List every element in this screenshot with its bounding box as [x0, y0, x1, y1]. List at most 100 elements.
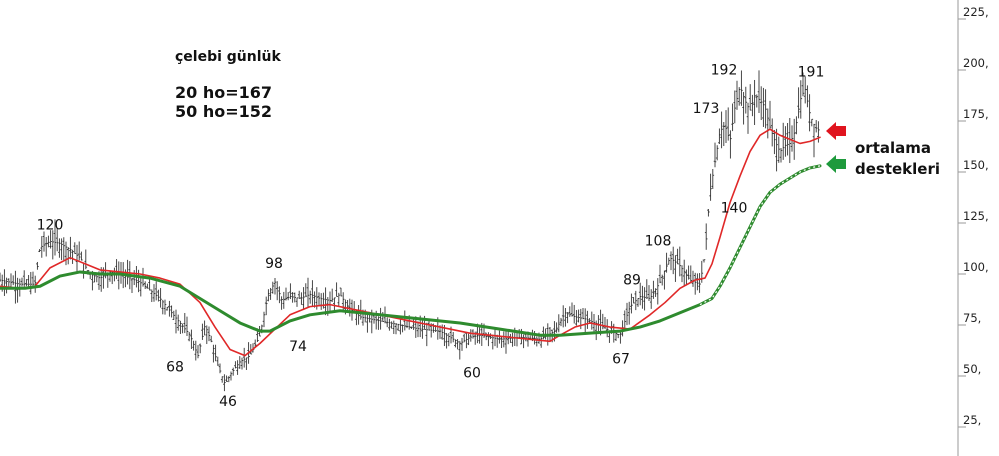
price-bar: [718, 128, 721, 145]
price-bar: [412, 318, 415, 330]
price-bar: [678, 246, 682, 277]
price-bar: [311, 280, 314, 307]
chart-title: çelebi günlük: [175, 49, 282, 65]
price-bar: [150, 289, 154, 303]
price-bar: [36, 261, 39, 270]
price-bar: [619, 330, 622, 344]
price-bar: [625, 302, 629, 326]
price-bar: [733, 90, 737, 124]
series-line-20-ho: [0, 128, 821, 357]
price-bar: [671, 246, 675, 275]
price-bar: [207, 326, 211, 342]
price-bar: [394, 323, 398, 335]
price-bar: [392, 320, 396, 334]
price-bar: [806, 85, 809, 108]
price-bar: [242, 347, 246, 368]
price-bar: [209, 335, 213, 343]
price-bar: [680, 265, 684, 283]
price-bar: [522, 334, 525, 349]
price-bar: [399, 318, 402, 335]
price-bar: [570, 302, 574, 317]
price-bar: [447, 333, 451, 347]
price-bar: [313, 291, 316, 308]
price-bar: [40, 236, 44, 258]
price-bar: [696, 273, 699, 291]
price-bar: [183, 312, 187, 334]
price-bar: [187, 331, 191, 342]
y-tick-label: 125,: [963, 209, 989, 223]
annotation-label: 46: [219, 394, 237, 410]
annotation-label: 68: [166, 359, 184, 375]
price-bar: [742, 92, 745, 125]
annotation-label: 89: [623, 272, 641, 288]
annotation-label: 108: [645, 234, 672, 250]
price-bar: [788, 117, 792, 164]
price-bar: [238, 356, 242, 369]
price-bar: [575, 310, 578, 326]
price-bar: [115, 259, 118, 280]
price-bar: [535, 336, 539, 347]
annotation-label: 120: [37, 217, 64, 233]
y-tick-label: 75,: [963, 311, 981, 325]
price-bar: [264, 296, 268, 316]
price-bar: [801, 72, 805, 97]
price-annotations: 120 68 46 98 74 60 67 89 108 140 173 192 191: [37, 62, 825, 410]
price-bar: [643, 287, 646, 311]
price-bar: [489, 333, 492, 340]
annotation-label: 67: [612, 351, 630, 367]
price-bar: [11, 275, 15, 286]
price-bar: [55, 228, 59, 252]
price-bar: [744, 86, 748, 114]
price-bar: [143, 281, 147, 290]
price-bar: [229, 371, 233, 381]
price-bar: [306, 277, 310, 308]
price-bar: [764, 89, 767, 129]
price-bar: [172, 310, 176, 320]
price-bar: [773, 130, 776, 155]
price-bar: [308, 290, 312, 304]
price-bar: [669, 251, 673, 271]
price-bar: [157, 289, 160, 302]
price-bar: [322, 292, 325, 309]
price-bar: [262, 311, 266, 328]
price-bar: [390, 321, 393, 329]
price-bar: [0, 272, 2, 282]
price-bar: [469, 329, 473, 342]
annotation-label: 173: [693, 101, 720, 117]
price-bar: [775, 128, 778, 172]
price-bar: [16, 277, 19, 303]
price-bar: [601, 313, 605, 330]
price-bar: [652, 280, 655, 299]
price-bar: [249, 344, 253, 355]
price-bar: [498, 330, 501, 344]
price-bar: [605, 319, 609, 338]
price-bar: [214, 344, 217, 362]
price-bar: [667, 257, 671, 265]
price-bar: [724, 110, 728, 143]
y-tick-label: 50,: [963, 362, 981, 376]
annotation-label: 98: [265, 256, 283, 272]
price-bar: [746, 102, 750, 134]
price-bar: [458, 340, 462, 360]
price-bar: [319, 293, 323, 310]
price-bar: [271, 281, 275, 294]
price-bar: [84, 249, 88, 270]
price-bar: [577, 309, 580, 323]
price-bar: [627, 301, 631, 325]
price-bar: [656, 278, 660, 305]
price-bar: [132, 270, 136, 286]
price-bar: [460, 337, 464, 351]
price-bar: [192, 340, 195, 351]
price-bar: [179, 320, 182, 334]
price-bar: [795, 116, 798, 135]
price-bar: [709, 173, 712, 201]
price-bar: [205, 325, 209, 345]
price-bar: [161, 299, 165, 315]
price-bar: [401, 324, 404, 333]
price-bar: [130, 277, 134, 294]
price-bar: [328, 291, 332, 313]
price-bar: [176, 314, 180, 331]
price-bar: [425, 322, 429, 347]
y-tick-label: 150,: [963, 158, 989, 172]
price-bar: [814, 120, 818, 133]
